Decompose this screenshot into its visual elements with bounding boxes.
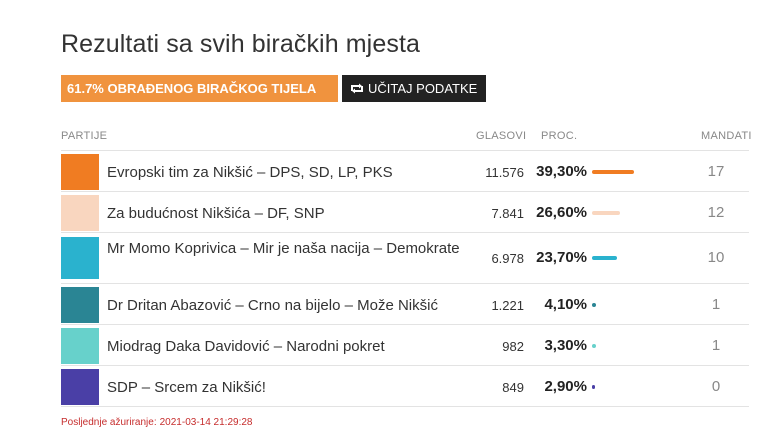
party-name: SDP – Srcem za Nikšić!	[107, 379, 266, 396]
vote-count: 982	[502, 339, 524, 354]
party-name: Miodrag Daka Davidović – Narodni pokret	[107, 338, 385, 355]
percent-bar	[592, 256, 617, 260]
seat-count: 12	[707, 204, 725, 221]
percent-bar	[592, 170, 634, 174]
party-name: Za budućnost Nikšića – DF, SNP	[107, 205, 325, 222]
table-row: Mr Momo Koprivica – Mir je naša nacija –…	[61, 232, 749, 283]
percent-bar	[592, 344, 596, 348]
party-color-swatch	[61, 369, 99, 405]
column-header-votes: GLASOVI	[476, 130, 527, 142]
party-color-swatch	[61, 154, 99, 190]
vote-percent: 2,90%	[544, 378, 587, 395]
seat-count: 1	[711, 296, 721, 313]
page-title: Rezultati sa svih biračkih mjesta	[61, 30, 420, 58]
column-header-party: PARTIJE	[61, 130, 108, 142]
table-row: Evropski tim za Nikšić – DPS, SD, LP, PK…	[61, 150, 749, 191]
party-color-swatch	[61, 287, 99, 323]
vote-percent: 23,70%	[536, 249, 587, 266]
load-data-label: UČITAJ PODATKE	[368, 81, 478, 96]
last-updated-value: 2021-03-14 21:29:28	[159, 417, 253, 428]
vote-percent: 3,30%	[544, 337, 587, 354]
party-color-swatch	[61, 237, 99, 279]
seat-count: 1	[711, 337, 721, 354]
percent-bar	[592, 385, 595, 389]
percent-bar	[592, 211, 620, 215]
processed-electorate-badge: 61.7% OBRAĐENOG BIRAČKOG TIJELA	[61, 75, 338, 102]
party-name: Mr Momo Koprivica – Mir je naša nacija –…	[107, 240, 460, 257]
percent-bar	[592, 303, 596, 307]
seat-count: 0	[711, 378, 721, 395]
vote-percent: 39,30%	[536, 163, 587, 180]
party-color-swatch	[61, 195, 99, 231]
results-table: Evropski tim za Nikšić – DPS, SD, LP, PK…	[61, 150, 749, 407]
vote-count: 1.221	[491, 298, 524, 313]
column-header-seats: MANDATI	[701, 130, 752, 142]
vote-count: 849	[502, 380, 524, 395]
vote-percent: 26,60%	[536, 204, 587, 221]
last-updated: Posljednje ažuriranje: 2021-03-14 21:29:2…	[61, 417, 255, 428]
seat-count: 10	[707, 249, 725, 266]
refresh-icon	[349, 77, 365, 94]
load-data-button[interactable]: UČITAJ PODATKE	[342, 75, 486, 102]
party-name: Evropski tim za Nikšić – DPS, SD, LP, PK…	[107, 164, 393, 181]
table-row: Za budućnost Nikšića – DF, SNP 7.841 26,…	[61, 191, 749, 232]
table-row: SDP – Srcem za Nikšić! 849 2,90% 0	[61, 365, 749, 407]
table-row: Dr Dritan Abazović – Crno na bijelo – Mo…	[61, 283, 749, 324]
vote-count: 11.576	[485, 165, 524, 180]
vote-percent: 4,10%	[544, 296, 587, 313]
table-row: Miodrag Daka Davidović – Narodni pokret …	[61, 324, 749, 365]
vote-count: 6.978	[491, 251, 524, 266]
party-name: Dr Dritan Abazović – Crno na bijelo – Mo…	[107, 297, 438, 314]
vote-count: 7.841	[491, 206, 524, 221]
column-header-percent: PROC.	[541, 130, 578, 142]
party-color-swatch	[61, 328, 99, 364]
last-updated-label: Posljednje ažuriranje:	[61, 417, 157, 428]
seat-count: 17	[707, 163, 725, 180]
